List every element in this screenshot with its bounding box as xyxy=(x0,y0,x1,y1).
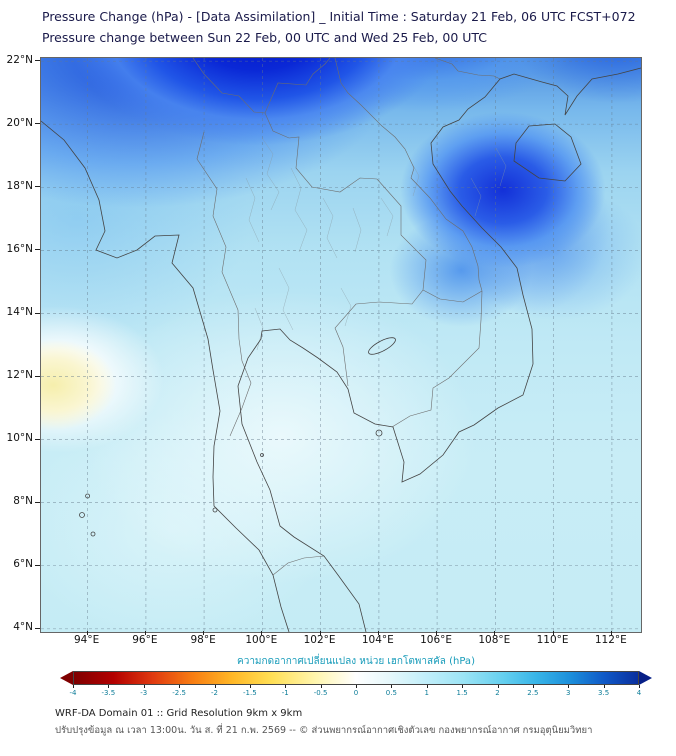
colorbar-tick-label: -2.5 xyxy=(172,689,186,697)
x-axis-tick-mark xyxy=(610,631,612,635)
map-plot-area xyxy=(40,57,642,633)
map-overlay xyxy=(41,58,641,632)
coastlines xyxy=(41,67,641,632)
x-axis-tick-mark xyxy=(552,631,554,635)
colorbar-tick-label: -1.5 xyxy=(243,689,257,697)
colorbar-tick-mark xyxy=(462,685,464,688)
colorbar-tick-mark xyxy=(426,685,428,688)
colorbar-tick-mark xyxy=(108,685,110,688)
x-axis-tick-label: 112°E xyxy=(594,634,627,646)
y-axis-tick-label: 16°N xyxy=(6,242,33,255)
colorbar xyxy=(60,671,652,685)
colorbar-tick-mark xyxy=(214,685,216,688)
colorbar-tick-mark xyxy=(143,685,145,688)
colorbar-tick-mark xyxy=(639,685,640,688)
colorbar-tick-mark xyxy=(568,685,570,688)
colorbar-tick-label: 2.5 xyxy=(527,689,539,697)
colorbar-tick-label: -3 xyxy=(140,689,148,697)
y-axis-tick-label: 6°N xyxy=(13,558,33,571)
colorbar-tick-mark xyxy=(285,685,287,688)
title-line-1: Pressure Change (hPa) - [Data Assimilati… xyxy=(42,9,636,24)
x-axis-tick-label: 96°E xyxy=(132,634,158,646)
country-borders xyxy=(192,58,501,576)
y-axis-tick-mark xyxy=(35,60,40,62)
y-axis-tick-mark xyxy=(35,501,40,503)
y-axis-tick-mark xyxy=(35,186,40,188)
colorbar-tick-label: 3 xyxy=(566,689,571,697)
grid-lines xyxy=(41,58,641,632)
y-axis-tick-mark xyxy=(35,564,40,566)
footer-domain-info: WRF-DA Domain 01 :: Grid Resolution 9km … xyxy=(55,708,303,719)
colorbar-tick-label: -3.5 xyxy=(101,689,116,697)
x-axis-tick-mark xyxy=(494,631,496,635)
y-axis-tick-mark xyxy=(35,249,40,251)
y-axis-tick-label: 12°N xyxy=(6,369,33,382)
colorbar-tick-label: 0 xyxy=(353,689,359,697)
x-axis-tick-mark xyxy=(144,631,146,635)
y-axis-tick-mark xyxy=(35,312,40,314)
colorbar-tick-label: 3.5 xyxy=(598,689,610,697)
colorbar-tick-mark xyxy=(497,685,499,688)
colorbar-right-arrow xyxy=(639,671,652,685)
colorbar-tick-label: 1 xyxy=(424,689,429,697)
colorbar-tick-label: -4 xyxy=(69,689,77,697)
colorbar-tick-mark xyxy=(391,685,393,688)
colorbar-tick-label: -1 xyxy=(281,689,289,697)
title-line-2: Pressure change between Sun 22 Feb, 00 U… xyxy=(42,30,488,45)
x-axis-tick-label: 106°E xyxy=(420,634,453,646)
x-axis-tick-mark xyxy=(203,631,205,635)
y-axis-tick-mark xyxy=(35,375,40,377)
y-axis-tick-mark xyxy=(35,123,40,125)
colorbar-tick-mark xyxy=(532,685,534,688)
y-axis-tick-mark xyxy=(35,438,40,440)
x-axis-tick-label: 94°E xyxy=(73,634,100,646)
y-axis-tick-label: 8°N xyxy=(13,495,33,508)
colorbar-gradient xyxy=(73,671,639,685)
y-axis-tick-label: 14°N xyxy=(6,306,33,318)
colorbar-tick-label: 0.5 xyxy=(385,689,397,697)
footer-update-info: ปรับปรุงข้อมูล ณ เวลา 13:00น. วัน ส. ที่… xyxy=(55,725,593,736)
colorbar-tick-mark xyxy=(320,685,322,688)
colorbar-label: ความกดอากาศเปลี่ยนแปลง หน่วย เฮกโตพาสคัล… xyxy=(237,656,475,667)
page-title: Pressure Change (hPa) - [Data Assimilati… xyxy=(42,6,636,48)
colorbar-tick-mark xyxy=(603,685,605,688)
x-axis-tick-label: 102°E xyxy=(303,634,336,646)
colorbar-tick-mark xyxy=(179,685,181,688)
colorbar-tick-mark xyxy=(356,685,357,688)
colorbar-tick-label: -0.5 xyxy=(313,689,328,697)
x-axis-tick-label: 104°E xyxy=(361,634,394,646)
y-axis-tick-label: 22°N xyxy=(6,53,33,66)
y-axis-tick-label: 4°N xyxy=(13,621,33,634)
colorbar-tick-label: 4 xyxy=(636,689,642,697)
x-axis-tick-mark xyxy=(319,631,321,635)
colorbar-left-arrow xyxy=(60,671,73,685)
colorbar-tick-mark xyxy=(73,685,74,688)
x-axis-tick-label: 98°E xyxy=(190,634,216,646)
colorbar-tick-label: 2 xyxy=(495,689,500,697)
x-axis-tick-label: 108°E xyxy=(478,634,511,646)
colorbar-tick-label: 1.5 xyxy=(456,689,468,697)
x-axis-tick-label: 100°E xyxy=(245,634,278,646)
y-axis-tick-label: 20°N xyxy=(6,116,33,129)
y-axis-tick-mark xyxy=(35,627,40,629)
y-axis-tick-label: 10°N xyxy=(6,432,33,445)
y-axis-tick-label: 18°N xyxy=(6,179,33,192)
pressure-field-shading xyxy=(41,58,641,632)
x-axis-tick-label: 110°E xyxy=(536,634,569,646)
x-axis-tick-mark xyxy=(261,631,263,635)
colorbar-tick-mark xyxy=(249,685,251,688)
province-borders xyxy=(245,137,507,351)
colorbar-tick-label: -2 xyxy=(211,689,218,697)
x-axis-tick-mark xyxy=(377,631,379,635)
x-axis-tick-mark xyxy=(436,631,438,635)
x-axis-tick-mark xyxy=(86,631,88,635)
